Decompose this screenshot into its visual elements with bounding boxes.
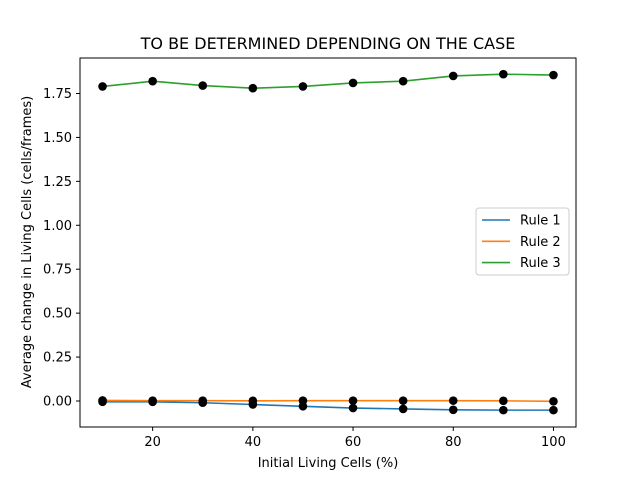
x-tick-label: 60 — [345, 435, 362, 450]
data-point-series-3 — [549, 70, 558, 80]
x-tick-label: 20 — [144, 435, 161, 450]
data-point-series-3 — [198, 81, 208, 90]
data-point-series-2 — [298, 396, 308, 405]
chart-title: TO BE DETERMINED DEPENDING ON THE CASE — [140, 34, 516, 53]
y-tick-label: 0.25 — [43, 351, 72, 366]
data-point-series-1 — [499, 405, 508, 415]
data-point-series-3 — [298, 82, 308, 91]
y-tick-label: 1.00 — [43, 219, 72, 234]
data-point-series-2 — [549, 397, 558, 406]
legend-label-2: Rule 2 — [520, 235, 561, 250]
x-axis-label: Initial Living Cells (%) — [258, 456, 399, 471]
legend-label-1: Rule 1 — [520, 214, 561, 229]
data-point-series-3 — [499, 69, 508, 79]
data-point-series-2 — [348, 396, 358, 405]
legend-box — [475, 207, 570, 276]
data-point-series-1 — [549, 405, 558, 415]
axes-frame — [79, 57, 577, 428]
data-point-series-3 — [98, 82, 107, 91]
series-line-3 — [102, 73, 554, 90]
data-point-series-2 — [198, 396, 208, 405]
data-point-series-3 — [248, 83, 258, 93]
data-point-series-3 — [148, 76, 157, 86]
data-point-series-3 — [398, 76, 408, 86]
data-point-series-3 — [448, 71, 458, 81]
data-point-series-2 — [98, 396, 107, 405]
data-point-series-1 — [348, 403, 358, 413]
data-point-series-1 — [398, 404, 408, 414]
x-tick-label: 80 — [445, 435, 462, 450]
y-tick-label: 1.25 — [43, 175, 72, 190]
plot-area: 20 40 60 80 100 0.00 0.25 0.50 0.75 1.00 1.25 1.50 1… — [43, 57, 577, 450]
x-tick-label: 100 — [541, 435, 566, 450]
data-point-series-2 — [448, 396, 458, 405]
series-line-2 — [102, 399, 554, 403]
y-tick-label: 0.00 — [43, 394, 72, 409]
data-point-series-1 — [448, 405, 458, 415]
y-tick-label: 1.75 — [43, 87, 72, 102]
x-tick-label: 40 — [245, 435, 262, 450]
legend-label-3: Rule 3 — [520, 256, 561, 271]
data-point-series-2 — [499, 396, 508, 406]
series-line-1 — [102, 401, 554, 411]
data-point-series-2 — [148, 396, 157, 405]
y-tick-label: 0.50 — [43, 307, 72, 322]
y-axis-label: Average change in Living Cells (cells/fr… — [20, 96, 35, 388]
data-point-series-2 — [398, 396, 408, 405]
data-point-series-3 — [348, 78, 358, 88]
data-point-series-2 — [248, 396, 258, 406]
y-tick-label: 0.75 — [43, 263, 72, 278]
y-tick-label: 1.50 — [43, 131, 72, 146]
